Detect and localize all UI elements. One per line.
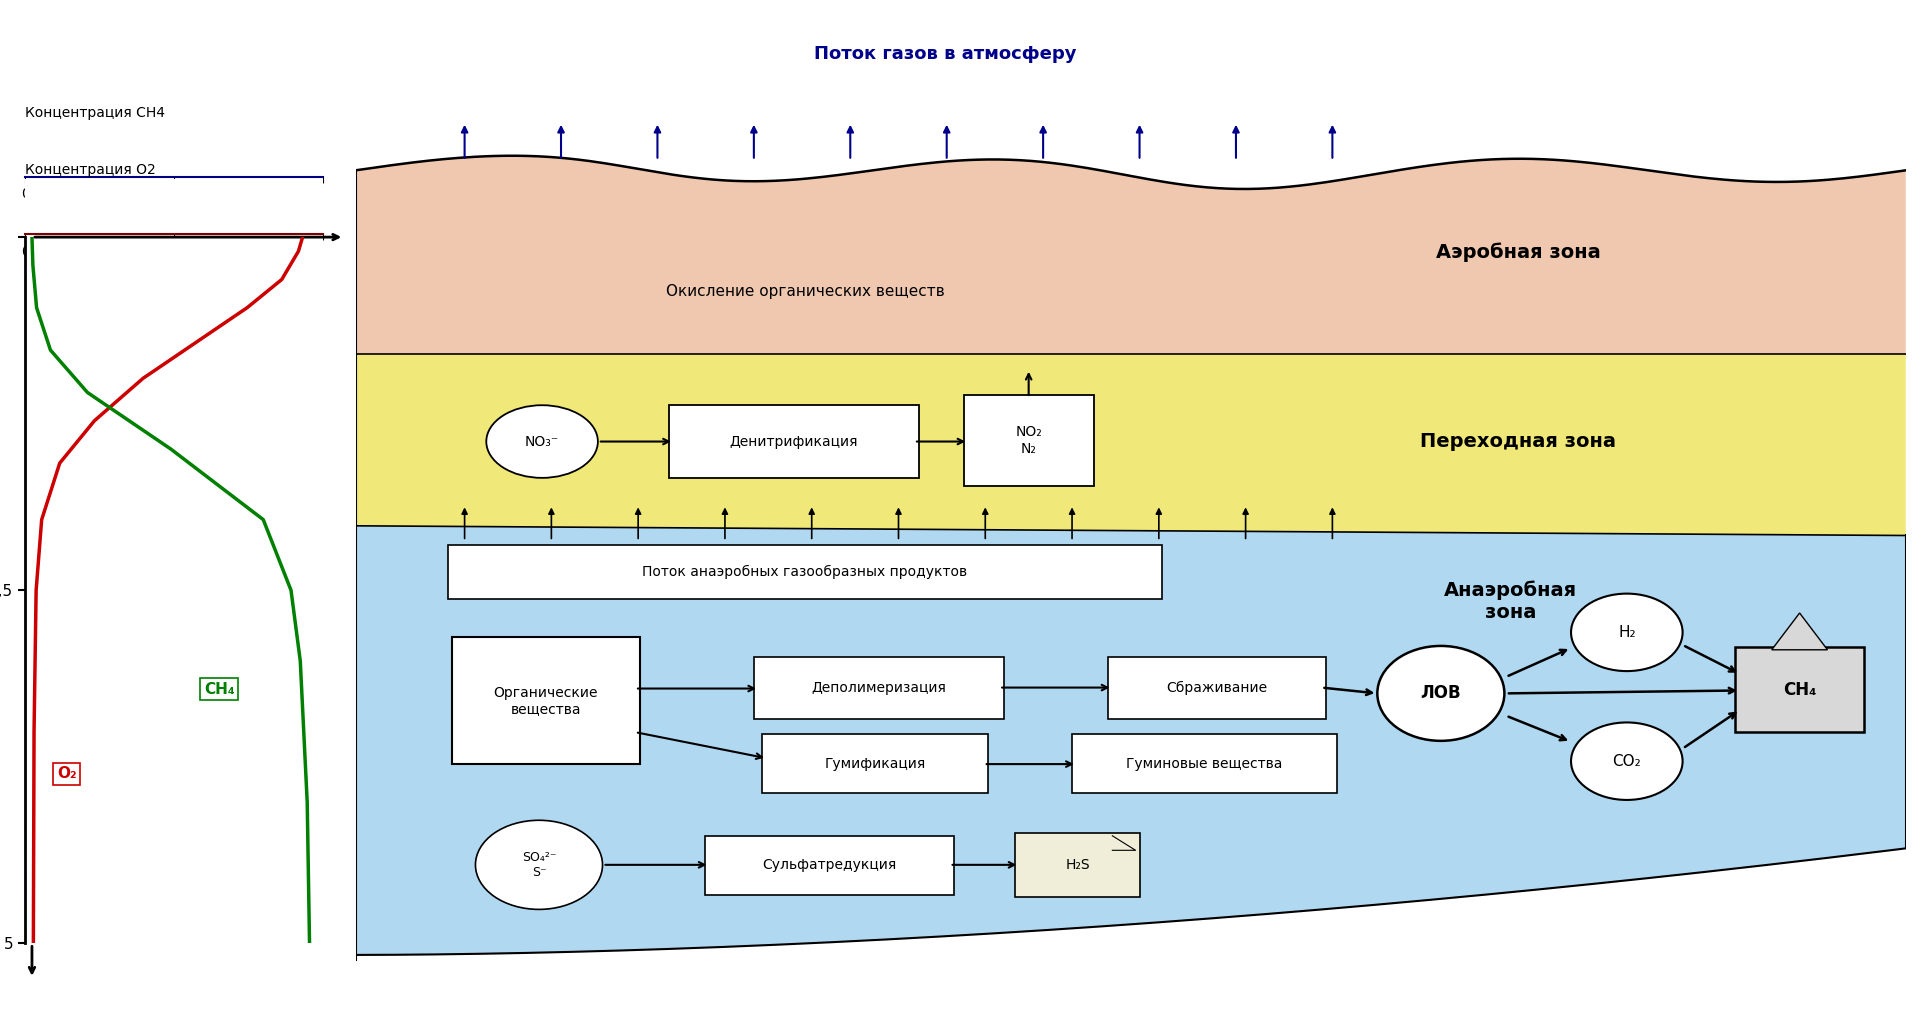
Text: CO₂: CO₂ [1613,754,1642,769]
FancyBboxPatch shape [705,835,955,895]
Text: Переходная зона: Переходная зона [1421,432,1617,451]
FancyBboxPatch shape [1014,832,1140,897]
FancyBboxPatch shape [964,396,1093,486]
Text: Поток анаэробных газообразных продуктов: Поток анаэробных газообразных продуктов [643,565,966,579]
FancyBboxPatch shape [447,545,1163,599]
Text: O₂: O₂ [58,767,77,781]
Text: Поток газов в атмосферу: Поток газов в атмосферу [814,45,1076,64]
Ellipse shape [1571,593,1682,671]
Polygon shape [1771,613,1827,650]
Polygon shape [356,155,1906,354]
Text: Сульфатредукция: Сульфатредукция [762,859,897,873]
Text: Гумификация: Гумификация [824,757,926,771]
Text: H₂S: H₂S [1065,858,1090,872]
Text: SO₄²⁻
S⁻: SO₄²⁻ S⁻ [522,851,556,879]
Ellipse shape [475,820,603,909]
FancyBboxPatch shape [1072,735,1338,793]
FancyBboxPatch shape [670,405,918,478]
Text: Деполимеризация: Деполимеризация [812,681,947,694]
Ellipse shape [1376,646,1505,741]
Text: NO₂
N₂: NO₂ N₂ [1014,426,1041,456]
Text: 20, об. %: 20, об. % [264,242,323,255]
Ellipse shape [1571,722,1682,800]
Text: NO₃⁻: NO₃⁻ [526,435,558,449]
FancyBboxPatch shape [1107,657,1326,718]
FancyBboxPatch shape [452,638,639,764]
Text: Гуминовые вещества: Гуминовые вещества [1126,757,1282,771]
Text: ЛОВ: ЛОВ [1421,684,1461,702]
Ellipse shape [487,406,599,478]
Polygon shape [356,354,1906,536]
Text: H₂: H₂ [1619,625,1636,640]
Text: Концентрация О2: Концентрация О2 [25,163,156,178]
Text: Анаэробная
зона: Анаэробная зона [1444,580,1577,623]
Polygon shape [356,526,1906,955]
Text: Аэробная зона: Аэробная зона [1436,243,1602,262]
Text: Органические
вещества: Органические вещества [493,685,599,715]
Text: CH₄: CH₄ [1783,680,1817,698]
Text: Концентрация CH4: Концентрация CH4 [25,106,166,120]
Text: Сбраживание: Сбраживание [1167,680,1267,694]
Text: Денитрификация: Денитрификация [730,435,859,449]
FancyBboxPatch shape [1734,647,1863,733]
FancyBboxPatch shape [755,657,1003,718]
Text: CH₄: CH₄ [204,682,235,696]
Text: 60, об. %: 60, об. % [264,185,323,198]
Text: Окисление органических веществ: Окисление органических веществ [666,284,945,299]
FancyBboxPatch shape [762,735,988,793]
